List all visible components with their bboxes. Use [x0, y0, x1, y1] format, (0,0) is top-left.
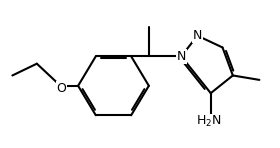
Text: H$_2$N: H$_2$N	[197, 114, 222, 129]
Text: N: N	[177, 50, 186, 63]
Text: O: O	[56, 82, 66, 95]
Text: N: N	[193, 29, 202, 42]
